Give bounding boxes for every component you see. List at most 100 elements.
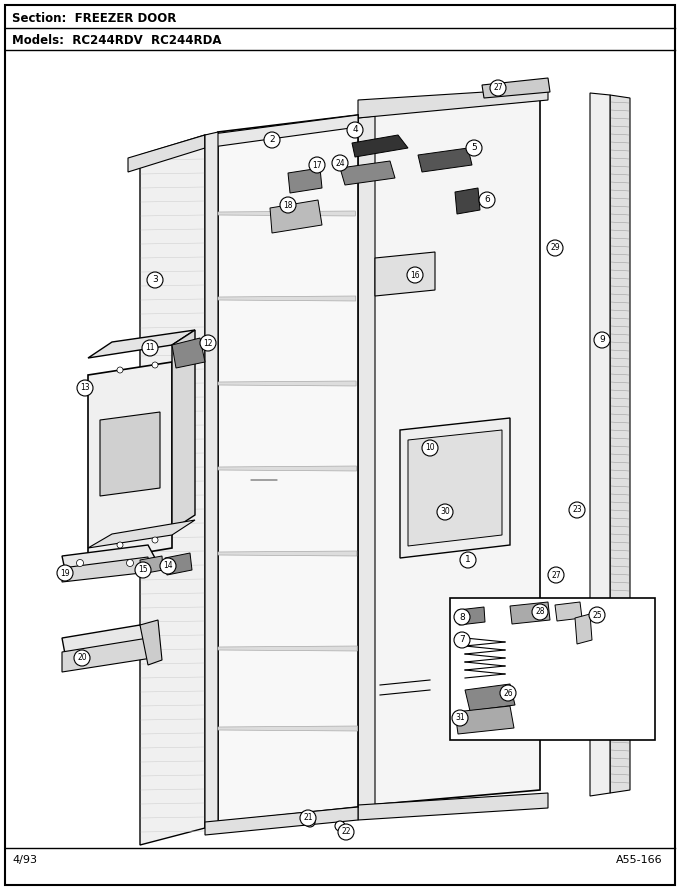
- Text: 1: 1: [465, 555, 471, 564]
- Polygon shape: [218, 296, 356, 301]
- Circle shape: [338, 824, 354, 840]
- Polygon shape: [88, 520, 195, 548]
- Circle shape: [452, 710, 468, 726]
- Circle shape: [466, 140, 482, 156]
- Circle shape: [117, 542, 123, 548]
- Polygon shape: [62, 638, 152, 672]
- Text: 4: 4: [352, 125, 358, 134]
- Polygon shape: [590, 93, 610, 796]
- Text: 14: 14: [163, 562, 173, 570]
- Polygon shape: [375, 252, 435, 296]
- Polygon shape: [408, 430, 502, 546]
- Circle shape: [332, 155, 348, 171]
- Polygon shape: [205, 132, 218, 828]
- Text: 10: 10: [425, 443, 435, 452]
- Polygon shape: [218, 551, 357, 556]
- Polygon shape: [140, 620, 162, 665]
- Polygon shape: [218, 211, 356, 216]
- Text: 2: 2: [269, 135, 275, 144]
- Text: Models:  RC244RDV  RC244RDA: Models: RC244RDV RC244RDA: [12, 34, 222, 46]
- Polygon shape: [358, 88, 548, 118]
- Circle shape: [147, 272, 163, 288]
- Circle shape: [76, 560, 84, 567]
- Circle shape: [479, 192, 495, 208]
- Polygon shape: [140, 135, 205, 845]
- Circle shape: [57, 565, 73, 581]
- Circle shape: [335, 821, 345, 831]
- Text: 3: 3: [152, 276, 158, 285]
- Polygon shape: [205, 115, 358, 148]
- Text: 30: 30: [440, 507, 450, 516]
- Text: 8: 8: [459, 612, 465, 621]
- Circle shape: [300, 810, 316, 826]
- Polygon shape: [352, 135, 408, 157]
- Polygon shape: [418, 148, 472, 172]
- Circle shape: [77, 380, 93, 396]
- Circle shape: [152, 362, 158, 368]
- Polygon shape: [218, 646, 357, 651]
- Text: 28: 28: [535, 608, 545, 617]
- Circle shape: [152, 537, 158, 543]
- Polygon shape: [358, 116, 375, 807]
- Polygon shape: [88, 362, 172, 562]
- Circle shape: [407, 267, 423, 283]
- Circle shape: [160, 558, 176, 574]
- Polygon shape: [358, 793, 548, 820]
- Polygon shape: [555, 602, 582, 621]
- Text: 15: 15: [138, 565, 148, 575]
- Polygon shape: [172, 330, 195, 530]
- Circle shape: [437, 504, 453, 520]
- Text: 27: 27: [551, 570, 561, 579]
- Text: 11: 11: [146, 344, 155, 352]
- Circle shape: [490, 80, 506, 96]
- Polygon shape: [62, 545, 155, 570]
- Polygon shape: [62, 557, 150, 582]
- Text: 22: 22: [341, 828, 351, 837]
- Polygon shape: [482, 78, 550, 98]
- Text: 12: 12: [203, 338, 213, 347]
- Text: 16: 16: [410, 271, 420, 279]
- Polygon shape: [218, 115, 358, 822]
- Text: 31: 31: [455, 714, 465, 723]
- Text: 26: 26: [503, 689, 513, 698]
- Polygon shape: [218, 381, 356, 386]
- Polygon shape: [340, 161, 395, 185]
- Text: 24: 24: [335, 158, 345, 167]
- Circle shape: [500, 685, 516, 701]
- Polygon shape: [510, 602, 550, 624]
- Text: 4/93: 4/93: [12, 855, 37, 865]
- Text: 20: 20: [78, 653, 87, 662]
- Polygon shape: [458, 607, 485, 625]
- Polygon shape: [218, 726, 358, 731]
- Text: 7: 7: [459, 635, 465, 644]
- Text: 13: 13: [80, 384, 90, 392]
- Polygon shape: [88, 330, 195, 358]
- Circle shape: [309, 157, 325, 173]
- Circle shape: [117, 367, 123, 373]
- Circle shape: [422, 440, 438, 456]
- Polygon shape: [465, 684, 515, 711]
- Circle shape: [454, 632, 470, 648]
- Circle shape: [305, 817, 315, 827]
- Circle shape: [569, 502, 585, 518]
- Text: 29: 29: [550, 244, 560, 253]
- Polygon shape: [270, 200, 322, 233]
- Circle shape: [547, 240, 563, 256]
- Polygon shape: [218, 466, 356, 471]
- Polygon shape: [172, 338, 205, 368]
- Text: 18: 18: [284, 200, 293, 209]
- Circle shape: [135, 562, 151, 578]
- Circle shape: [532, 604, 548, 620]
- Polygon shape: [575, 614, 592, 644]
- Polygon shape: [140, 556, 163, 574]
- Text: A55-166: A55-166: [616, 855, 663, 865]
- Circle shape: [460, 552, 476, 568]
- Text: 9: 9: [599, 336, 605, 344]
- Polygon shape: [128, 135, 205, 172]
- Text: 25: 25: [592, 611, 602, 619]
- Polygon shape: [455, 188, 480, 214]
- Polygon shape: [100, 412, 160, 496]
- Circle shape: [264, 132, 280, 148]
- Text: 19: 19: [61, 569, 70, 578]
- Circle shape: [347, 122, 363, 138]
